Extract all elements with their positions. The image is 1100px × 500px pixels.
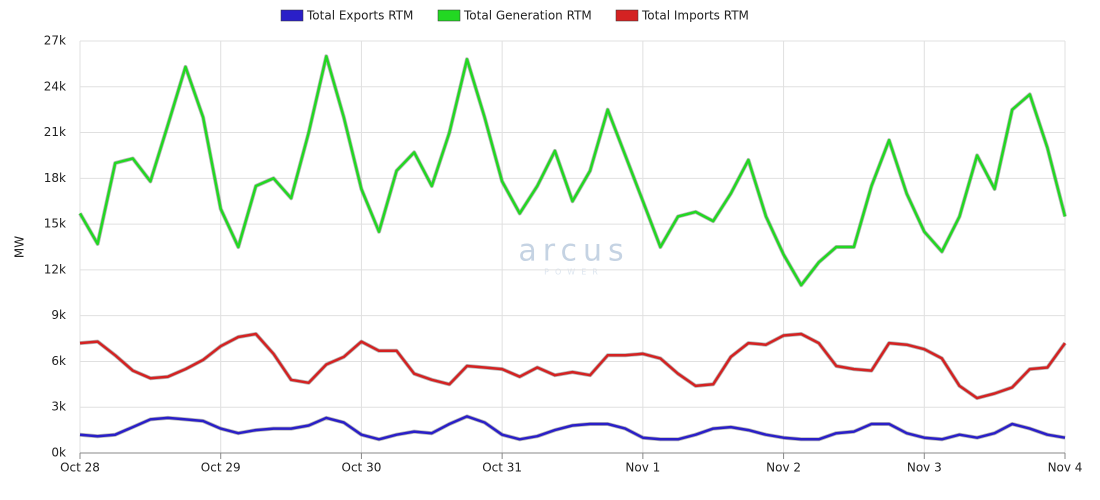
- legend-swatch[interactable]: [437, 9, 461, 22]
- legend-label[interactable]: Total Exports RTM: [306, 9, 413, 23]
- y-tick-label: 3k: [51, 400, 66, 414]
- y-tick-label: 15k: [44, 217, 66, 231]
- y-tick-label: 21k: [44, 125, 66, 139]
- legend-swatch[interactable]: [615, 9, 639, 22]
- y-tick-label: 6k: [51, 354, 66, 368]
- legend-label[interactable]: Total Generation RTM: [463, 9, 592, 23]
- x-tick-label: Nov 2: [766, 461, 801, 475]
- watermark-sub: POWER: [544, 268, 604, 277]
- x-tick-label: Oct 31: [482, 461, 522, 475]
- legend-swatch[interactable]: [280, 9, 304, 22]
- series-line: [78, 55, 1067, 287]
- y-tick-label: 0k: [51, 446, 66, 460]
- x-tick-label: Nov 1: [625, 461, 660, 475]
- watermark: arcus: [518, 234, 629, 269]
- legend-item[interactable]: Total Exports RTM: [280, 9, 413, 23]
- legend-label[interactable]: Total Imports RTM: [641, 9, 749, 23]
- x-tick-label: Oct 28: [60, 461, 100, 475]
- y-tick-label: 24k: [44, 79, 66, 93]
- x-tick-label: Oct 29: [201, 461, 241, 475]
- x-tick-label: Nov 3: [907, 461, 942, 475]
- series-line: [79, 332, 1067, 400]
- y-tick-label: 9k: [51, 308, 66, 322]
- x-tick-label: Nov 4: [1048, 461, 1083, 475]
- legend-item[interactable]: Total Imports RTM: [615, 9, 749, 23]
- y-tick-label: 18k: [44, 171, 66, 185]
- x-tick-label: Oct 30: [342, 461, 382, 475]
- series-line: [79, 415, 1066, 441]
- y-axis-title: MW: [13, 236, 27, 258]
- y-tick-label: 27k: [44, 34, 66, 48]
- legend-item[interactable]: Total Generation RTM: [437, 9, 592, 23]
- y-tick-label: 12k: [44, 262, 66, 276]
